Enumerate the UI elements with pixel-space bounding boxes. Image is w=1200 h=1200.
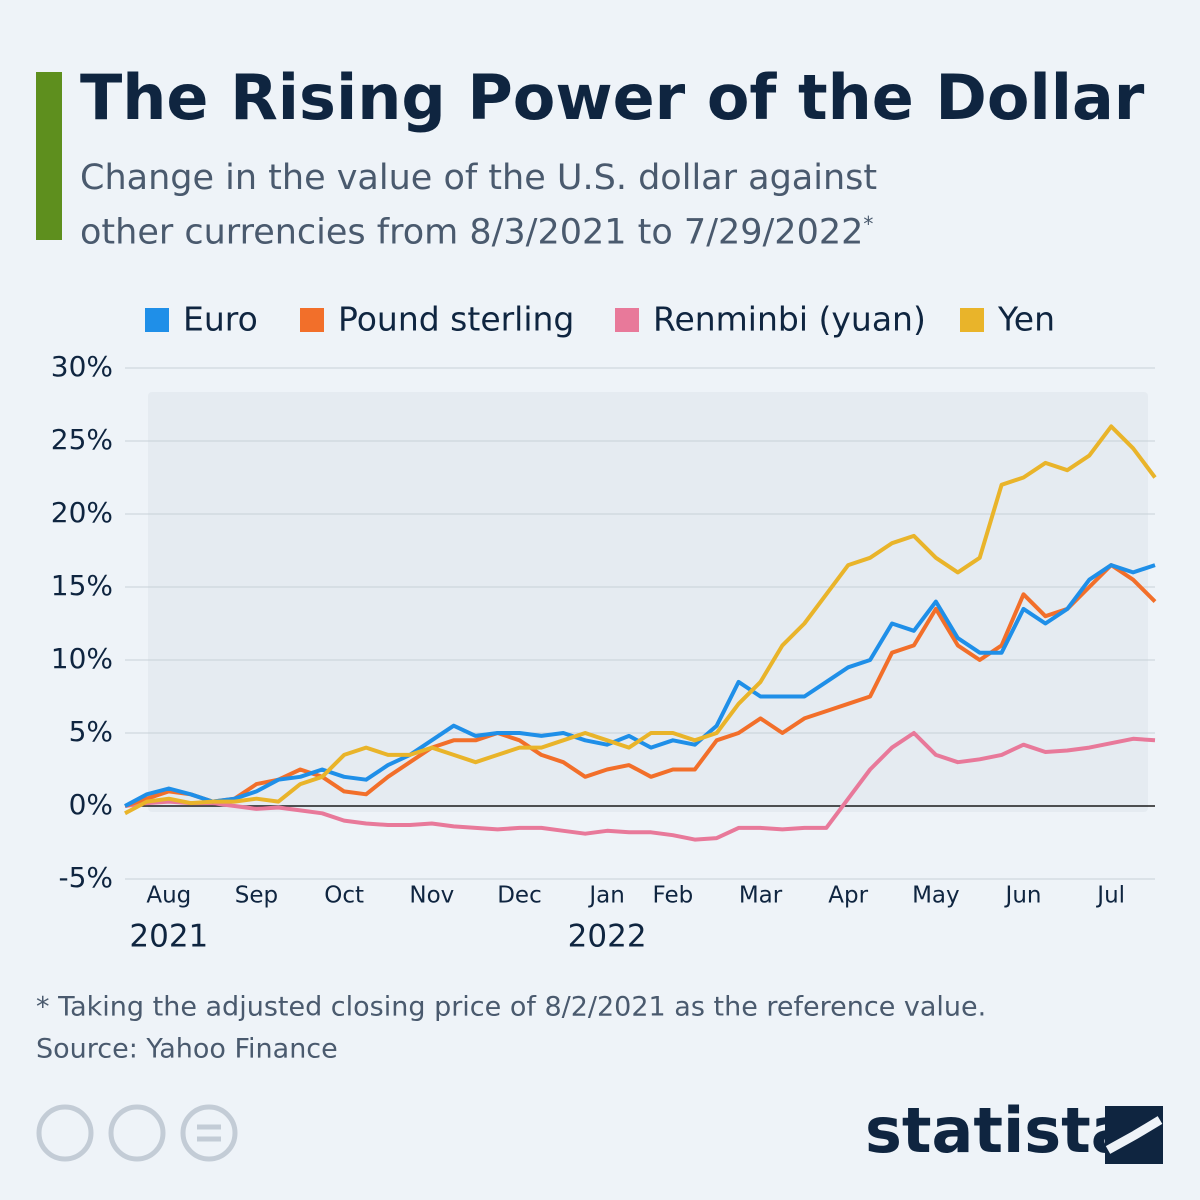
series-line <box>124 731 1156 842</box>
subtitle-mark: * <box>863 212 874 236</box>
series-line <box>124 563 1157 808</box>
cc-icon <box>36 1104 94 1162</box>
x-tick-label: May <box>912 883 960 909</box>
legend-swatch <box>960 308 984 332</box>
x-tick-label: Apr <box>828 883 868 909</box>
by-icon <box>108 1104 166 1162</box>
legend-swatch <box>145 308 169 332</box>
legend-label: Yen <box>997 300 1055 339</box>
license-icons <box>36 1104 238 1162</box>
x-tick-label: Aug <box>146 883 191 909</box>
y-tick-label: 25% <box>51 423 113 456</box>
legend-label: Renminbi (yuan) <box>653 300 926 339</box>
y-tick-label: 5% <box>69 715 113 748</box>
y-tick-label: 10% <box>51 642 113 675</box>
x-tick-label: Nov <box>409 883 454 909</box>
x-tick-label: Mar <box>739 883 783 909</box>
subtitle-box: Change in the value of the U.S. dollar a… <box>80 155 910 255</box>
y-tick-label: 15% <box>51 569 113 602</box>
y-tick-label: -5% <box>58 861 113 894</box>
legend-label: Pound sterling <box>338 300 574 339</box>
year-label: 2021 <box>129 919 208 955</box>
chart-title: The Rising Power of the Dollar <box>80 61 1145 134</box>
y-tick-label: 30% <box>51 350 113 383</box>
brand: statista <box>865 1094 1133 1167</box>
footnote: * Taking the adjusted closing price of 8… <box>36 992 986 1023</box>
x-tick-label: Dec <box>497 883 542 909</box>
legend-swatch <box>615 308 639 332</box>
legend-swatch <box>300 308 324 332</box>
subtitle-wrap: Change in the value of the U.S. dollar a… <box>80 155 910 255</box>
series-line <box>124 424 1157 816</box>
year-label: 2022 <box>568 919 647 955</box>
x-tick-label: Feb <box>653 883 694 909</box>
x-tick-label: Jan <box>587 883 624 909</box>
legend-label: Euro <box>183 300 258 339</box>
y-tick-label: 20% <box>51 496 113 529</box>
chart-subtitle: Change in the value of the U.S. dollar a… <box>80 158 878 253</box>
x-tick-label: Jun <box>1004 883 1042 909</box>
x-tick-label: Jul <box>1095 883 1125 909</box>
accent-bar <box>36 72 62 240</box>
plot: -5% 0% 5% 10% 15% 20% 25% 30% Aug Sep Oct Nov Dec Jan… <box>51 300 1157 955</box>
source: Source: Yahoo Finance <box>36 1034 338 1065</box>
nd-icon <box>180 1104 238 1162</box>
y-tick-label: 0% <box>69 788 113 821</box>
brand-swoosh <box>1105 1116 1163 1154</box>
banknote-backdrop <box>148 392 1148 812</box>
brand-mark <box>1105 1106 1163 1164</box>
x-tick-label: Oct <box>324 883 364 909</box>
x-tick-label: Sep <box>235 883 278 909</box>
